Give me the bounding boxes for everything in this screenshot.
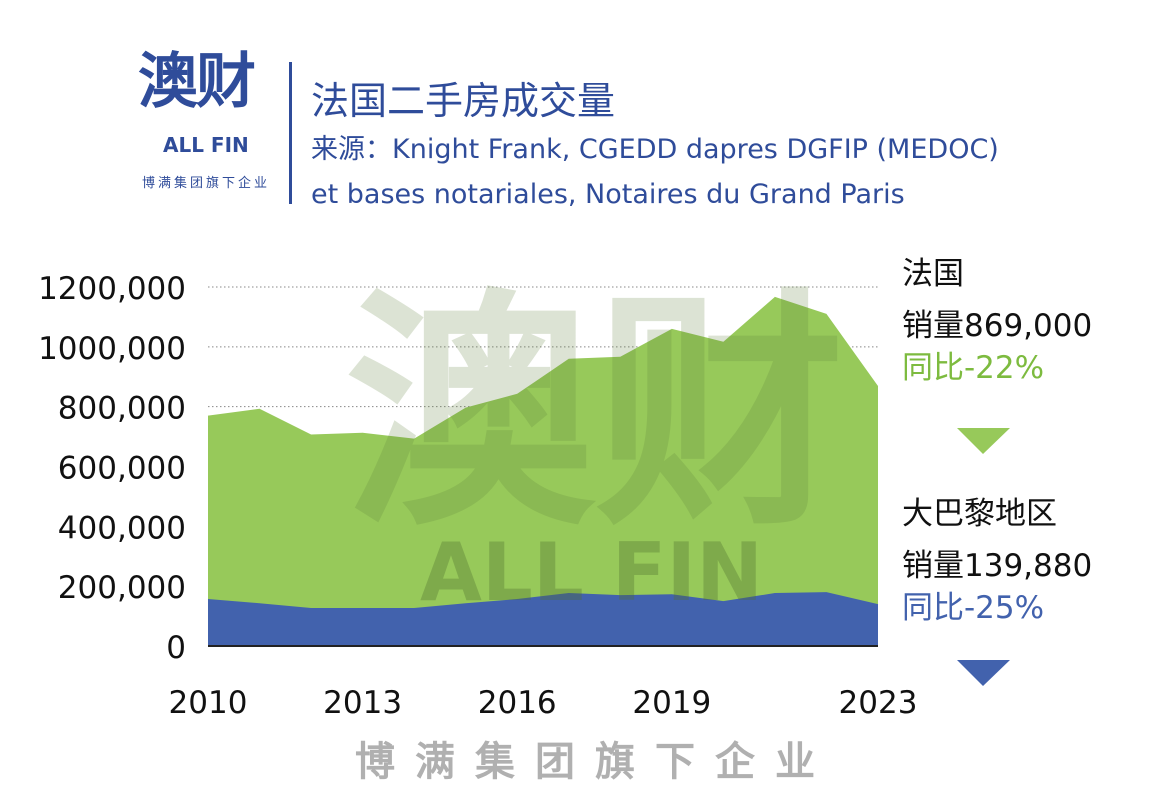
source-line-2: et bases notariales, Notaires du Grand P… (311, 179, 905, 210)
x-tick-label: 2016 (478, 685, 557, 721)
y-tick-label: 0 (166, 630, 186, 666)
y-tick-label: 1200,000 (38, 271, 186, 307)
logo-en: ALL FIN (163, 133, 249, 157)
paris-triangle-down-icon (957, 660, 1010, 686)
x-tick-label: 2010 (169, 685, 248, 721)
x-tick-label: 2013 (323, 685, 402, 721)
logo-cn: 澳财 (138, 47, 256, 117)
chart-title: 法国二手房成交量 (311, 79, 616, 123)
x-tick-label: 2019 (632, 685, 711, 721)
x-tick-label: 2023 (839, 685, 918, 721)
series-area-1 (208, 592, 878, 646)
y-tick-label: 200,000 (58, 570, 186, 606)
watermark: 澳财 ALL FIN 博满集团旗下企业 (345, 268, 845, 785)
france-triangle-down-icon (957, 428, 1010, 454)
y-tick-label: 400,000 (58, 510, 186, 546)
france-label: 法国 (902, 256, 964, 292)
watermark-cn: 澳财 (345, 268, 845, 559)
watermark-en: ALL FIN (420, 526, 763, 619)
source-line-1: 来源：Knight Frank, CGEDD dapres DGFIP (MED… (311, 134, 999, 165)
paris-label: 大巴黎地区 (902, 496, 1057, 532)
logo-sub: 博满集团旗下企业 (142, 176, 271, 191)
france-sales: 销量869,000 (902, 308, 1093, 344)
y-tick-label: 600,000 (58, 451, 186, 487)
paris-yoy: 同比-25% (902, 590, 1045, 626)
y-tick-label: 800,000 (58, 391, 186, 427)
source: 来源：Knight Frank, CGEDD dapres DGFIP (MED… (311, 127, 1111, 217)
series-area-0 (208, 296, 878, 646)
y-tick-label: 1000,000 (38, 331, 186, 367)
watermark-sub: 博满集团旗下企业 (355, 739, 835, 785)
divider (289, 62, 292, 204)
paris-sales: 销量139,880 (902, 548, 1093, 584)
france-yoy: 同比-22% (902, 350, 1045, 386)
